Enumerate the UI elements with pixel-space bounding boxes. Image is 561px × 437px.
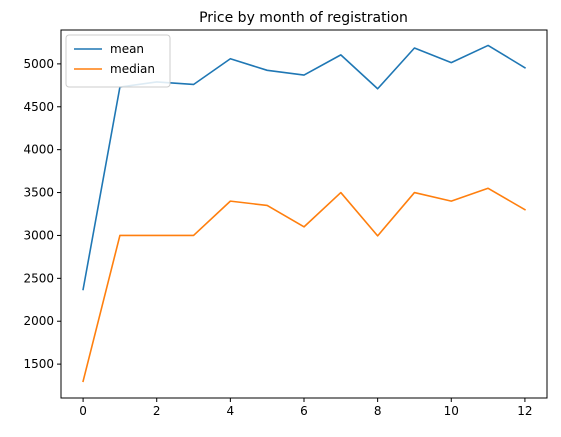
y-tick-label: 4000: [23, 143, 54, 157]
plot-area: 0 2 4 6 8 10 12 1500 2000 2500 3000 3500 4000 4500 500…: [23, 29, 548, 418]
y-tick-label: 1500: [23, 357, 54, 371]
y-tick-label: 3000: [23, 228, 54, 242]
x-tick-label: 10: [444, 404, 459, 418]
x-tick-label: 4: [227, 404, 235, 418]
x-tick-label: 6: [300, 404, 308, 418]
series-line-median: [82, 187, 527, 383]
x-tick-label: 12: [517, 404, 532, 418]
y-tick-label: 2500: [23, 271, 54, 285]
legend-label-mean: mean: [110, 42, 144, 56]
x-tick-label: 8: [374, 404, 382, 418]
axes-frame: [60, 29, 548, 399]
y-tick-label: 3500: [23, 186, 54, 200]
chart-title: Price by month of registration: [199, 10, 408, 26]
y-tick-label: 2000: [23, 314, 54, 328]
y-tick-label: 4500: [23, 100, 54, 114]
y-tick-label: 5000: [23, 57, 54, 71]
legend-box: [65, 34, 171, 88]
legend-label-median: median: [110, 62, 155, 76]
x-tick-label: 0: [79, 404, 87, 418]
x-tick-label: 2: [153, 404, 161, 418]
